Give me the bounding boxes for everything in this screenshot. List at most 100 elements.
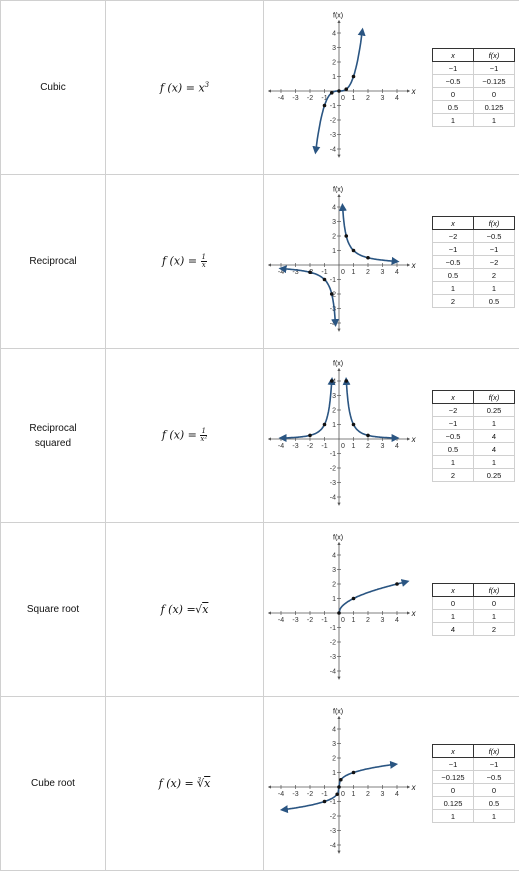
function-formula: f (x) = x3 [105,0,264,175]
function-curve [338,579,410,614]
x-tick-label: 3 [381,443,385,450]
function-name-label: Cubic [40,82,66,93]
x-column-header: x [432,48,474,62]
x-tick-label: 4 [395,791,399,798]
x-tick-label: 3 [381,791,385,798]
graph-and-values: -4 -3 -2 -1 1 2 3 4 4 3 2 1 -1 -2 -3 -4 0 x f(x) x f(x) −2 0.2… [263,348,519,523]
y-tick-label: -1 [330,277,336,284]
function-row: Reciprocal squared f (x) = 1 x² -4 -3 -2 -1 1 2 3… [0,348,519,523]
x-column-header: x [432,390,474,404]
x-value: 4 [432,622,474,636]
fx-value: 1 [473,113,515,127]
radical-index: 3 [197,777,202,785]
x-axis-label: x [411,783,417,792]
graph-and-values: -4 -3 -2 -1 1 2 3 4 4 3 2 1 -1 -2 -3 -4 0 x f(x) x f(x) −1 −1−… [263,696,519,871]
fx-value: 2 [473,268,515,282]
x-tick-label: 2 [366,617,370,624]
fx-column-header: f(x) [473,48,515,62]
function-name: Cube root [0,696,106,871]
data-point [344,379,349,383]
data-point [339,777,343,782]
data-point [366,433,370,438]
radical-sign: √ [197,777,205,790]
x-tick-label: -1 [321,443,327,450]
fx-value: −0.125 [473,74,515,88]
data-point [366,255,370,260]
data-point [351,596,356,601]
formula-fraction: 1 x² [200,427,208,443]
data-point [337,785,341,789]
data-point [351,422,356,427]
x-tick-label: -4 [278,95,284,102]
function-name: Square root [0,522,106,697]
formula-lhs: f (x) = [159,81,199,95]
formula-radical: √x [195,603,208,616]
x-value: −0.5 [432,74,474,88]
graph-and-values: -4 -3 -2 -1 1 2 3 4 4 3 2 1 -1 -2 -3 -4 0 x f(x) x f(x) −1 −1−… [263,0,519,175]
x-tick-label: -3 [292,617,298,624]
fx-value: 0.25 [473,403,515,417]
fx-value: 1 [473,416,515,430]
x-value: 1 [432,113,474,127]
values-row: −2 0.25 [432,403,515,417]
x-value: 0.5 [432,442,474,456]
x-value: −1 [432,757,474,771]
x-tick-label: 3 [381,269,385,276]
data-point [344,87,349,91]
fx-value: 0 [473,87,515,101]
fx-value: 0.5 [473,796,515,810]
fraction-numerator: 1 [200,427,208,436]
graph-and-values: -4 -3 -2 -1 1 2 3 4 4 3 2 1 -1 -2 -3 -4 0 x f(x) x f(x) 0 0 1 1 4… [263,522,519,697]
values-table: x f(x) −1 −1 −0.125 −0.5 0 0 0.125 0.5 1 1 [432,744,515,823]
values-row: −0.5 −2 [432,255,515,269]
x-tick-label: 1 [352,95,356,102]
x-tick-label: 3 [381,617,385,624]
y-tick-label: -4 [330,495,336,502]
values-row: 0.5 2 [432,268,515,282]
y-tick-label: 3 [332,219,336,226]
fx-column-header: f(x) [473,744,515,758]
y-tick-label: 2 [332,234,336,241]
data-point [329,379,334,383]
x-tick-label: 4 [395,269,399,276]
values-row: −0.5 4 [432,429,515,443]
values-row: 0.125 0.5 [432,796,515,810]
formula-lhs: f (x) = [161,254,201,268]
x-value: 0.5 [432,268,474,282]
y-tick-label: 2 [332,582,336,589]
function-curve-right [338,203,400,265]
x-tick-label: -2 [307,95,313,102]
x-value: −0.125 [432,770,474,784]
y-tick-label: -3 [330,828,336,835]
data-point [329,91,334,95]
formula-lhs: f (x) = [160,603,200,616]
function-name: Cubic [0,0,106,175]
values-row: −2 −0.5 [432,229,515,243]
origin-label: 0 [341,791,345,798]
y-tick-label: 1 [332,248,336,255]
values-row: 2 0.5 [432,294,515,308]
y-axis-label: f(x) [333,708,343,715]
y-tick-label: 4 [332,553,336,560]
y-tick-label: -4 [330,669,336,676]
data-point [308,433,312,438]
function-curve-right [342,377,400,442]
x-tick-label: -4 [278,791,284,798]
x-column-header: x [432,216,474,230]
fx-value: 0 [473,783,515,797]
y-tick-label: 1 [332,596,336,603]
x-tick-label: 4 [395,443,399,450]
data-point [308,270,312,275]
x-tick-label: 4 [395,95,399,102]
x-tick-label: -1 [321,617,327,624]
values-row: 0.5 4 [432,442,515,456]
x-tick-label: -4 [278,617,284,624]
function-row: Cube root f (x) = 3√x -4 -3 -2 -1 1 2 3 4 4 3 2 1 -1 -2… [0,696,519,871]
